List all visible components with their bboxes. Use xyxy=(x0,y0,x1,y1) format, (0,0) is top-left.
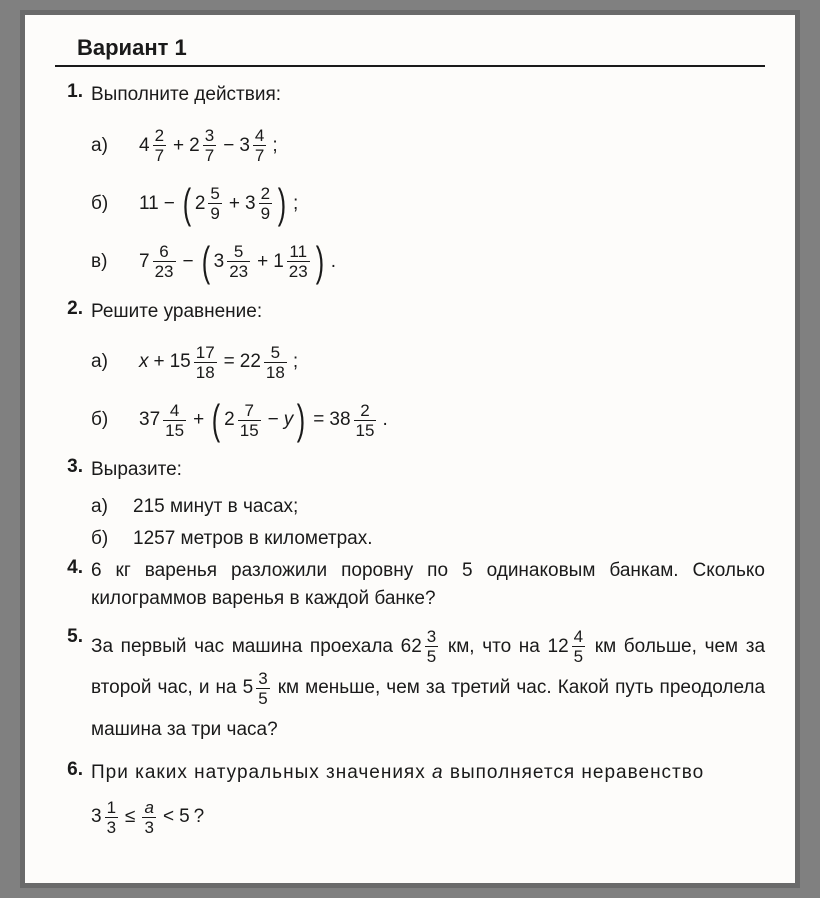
sub-label: а) xyxy=(91,496,121,518)
problem-text: 6 кг варенья разложили поровну по 5 один… xyxy=(91,557,765,614)
problem-number: 3. xyxy=(55,456,83,478)
math-expression: 11 − ( 259 + 329 ) ; xyxy=(139,185,298,222)
problem-text: При каких натуральных значениях a выполн… xyxy=(91,759,765,788)
problem-text: Выполните действия: xyxy=(91,81,765,110)
sub-label: б) xyxy=(91,528,121,550)
problem-4: 4. 6 кг варенья разложили поровну по 5 о… xyxy=(55,557,765,614)
title-rule xyxy=(55,65,765,67)
sub-label: а) xyxy=(91,135,121,157)
problem-1: 1. Выполните действия: xyxy=(55,81,765,110)
problem-text: Решите уравнение: xyxy=(91,298,765,327)
sub-label: а) xyxy=(91,351,121,373)
sub-text: 215 минут в часах; xyxy=(133,496,298,518)
problem-6-expr: 313 ≤ a3 < 5 ? xyxy=(91,795,765,839)
math-expression: 427 + 237 − 347 ; xyxy=(139,127,278,164)
math-expression: 7623 − ( 3523 + 11123 ) . xyxy=(139,243,336,280)
problem-2b: б) 37415 + ( 2715 − y ) = 38215 . xyxy=(91,398,765,442)
problem-2: 2. Решите уравнение: xyxy=(55,298,765,327)
problem-1c: в) 7623 − ( 3523 + 11123 ) . xyxy=(91,240,765,284)
sub-label: в) xyxy=(91,251,121,273)
problem-3: 3. Выразите: xyxy=(55,456,765,485)
problem-3a: а) 215 минут в часах; xyxy=(91,493,765,521)
problem-2a: а) x + 151718 = 22518 ; xyxy=(91,340,765,384)
variant-title: Вариант 1 xyxy=(77,35,765,61)
problem-text: За первый час машина проехала 6235 км, ч… xyxy=(91,626,765,751)
problem-number: 5. xyxy=(55,626,83,648)
sub-label: б) xyxy=(91,409,121,431)
problem-number: 1. xyxy=(55,81,83,103)
problem-text: Выразите: xyxy=(91,456,765,485)
worksheet-page: Вариант 1 1. Выполните действия: а) 427 … xyxy=(20,10,800,888)
problem-number: 6. xyxy=(55,759,83,781)
problem-1a: а) 427 + 237 − 347 ; xyxy=(91,124,765,168)
sub-label: б) xyxy=(91,193,121,215)
problem-5: 5. За первый час машина проехала 6235 км… xyxy=(55,626,765,751)
problem-number: 2. xyxy=(55,298,83,320)
problem-1b: б) 11 − ( 259 + 329 ) ; xyxy=(91,182,765,226)
math-expression: x + 151718 = 22518 ; xyxy=(139,344,298,381)
problem-number: 4. xyxy=(55,557,83,579)
math-expression: 37415 + ( 2715 − y ) = 38215 . xyxy=(139,402,388,439)
problem-6: 6. При каких натуральных значениях a вып… xyxy=(55,759,765,788)
sub-text: 1257 метров в километрах. xyxy=(133,528,373,550)
math-expression: 313 ≤ a3 < 5 ? xyxy=(91,799,204,836)
problem-3b: б) 1257 метров в километрах. xyxy=(91,525,765,553)
